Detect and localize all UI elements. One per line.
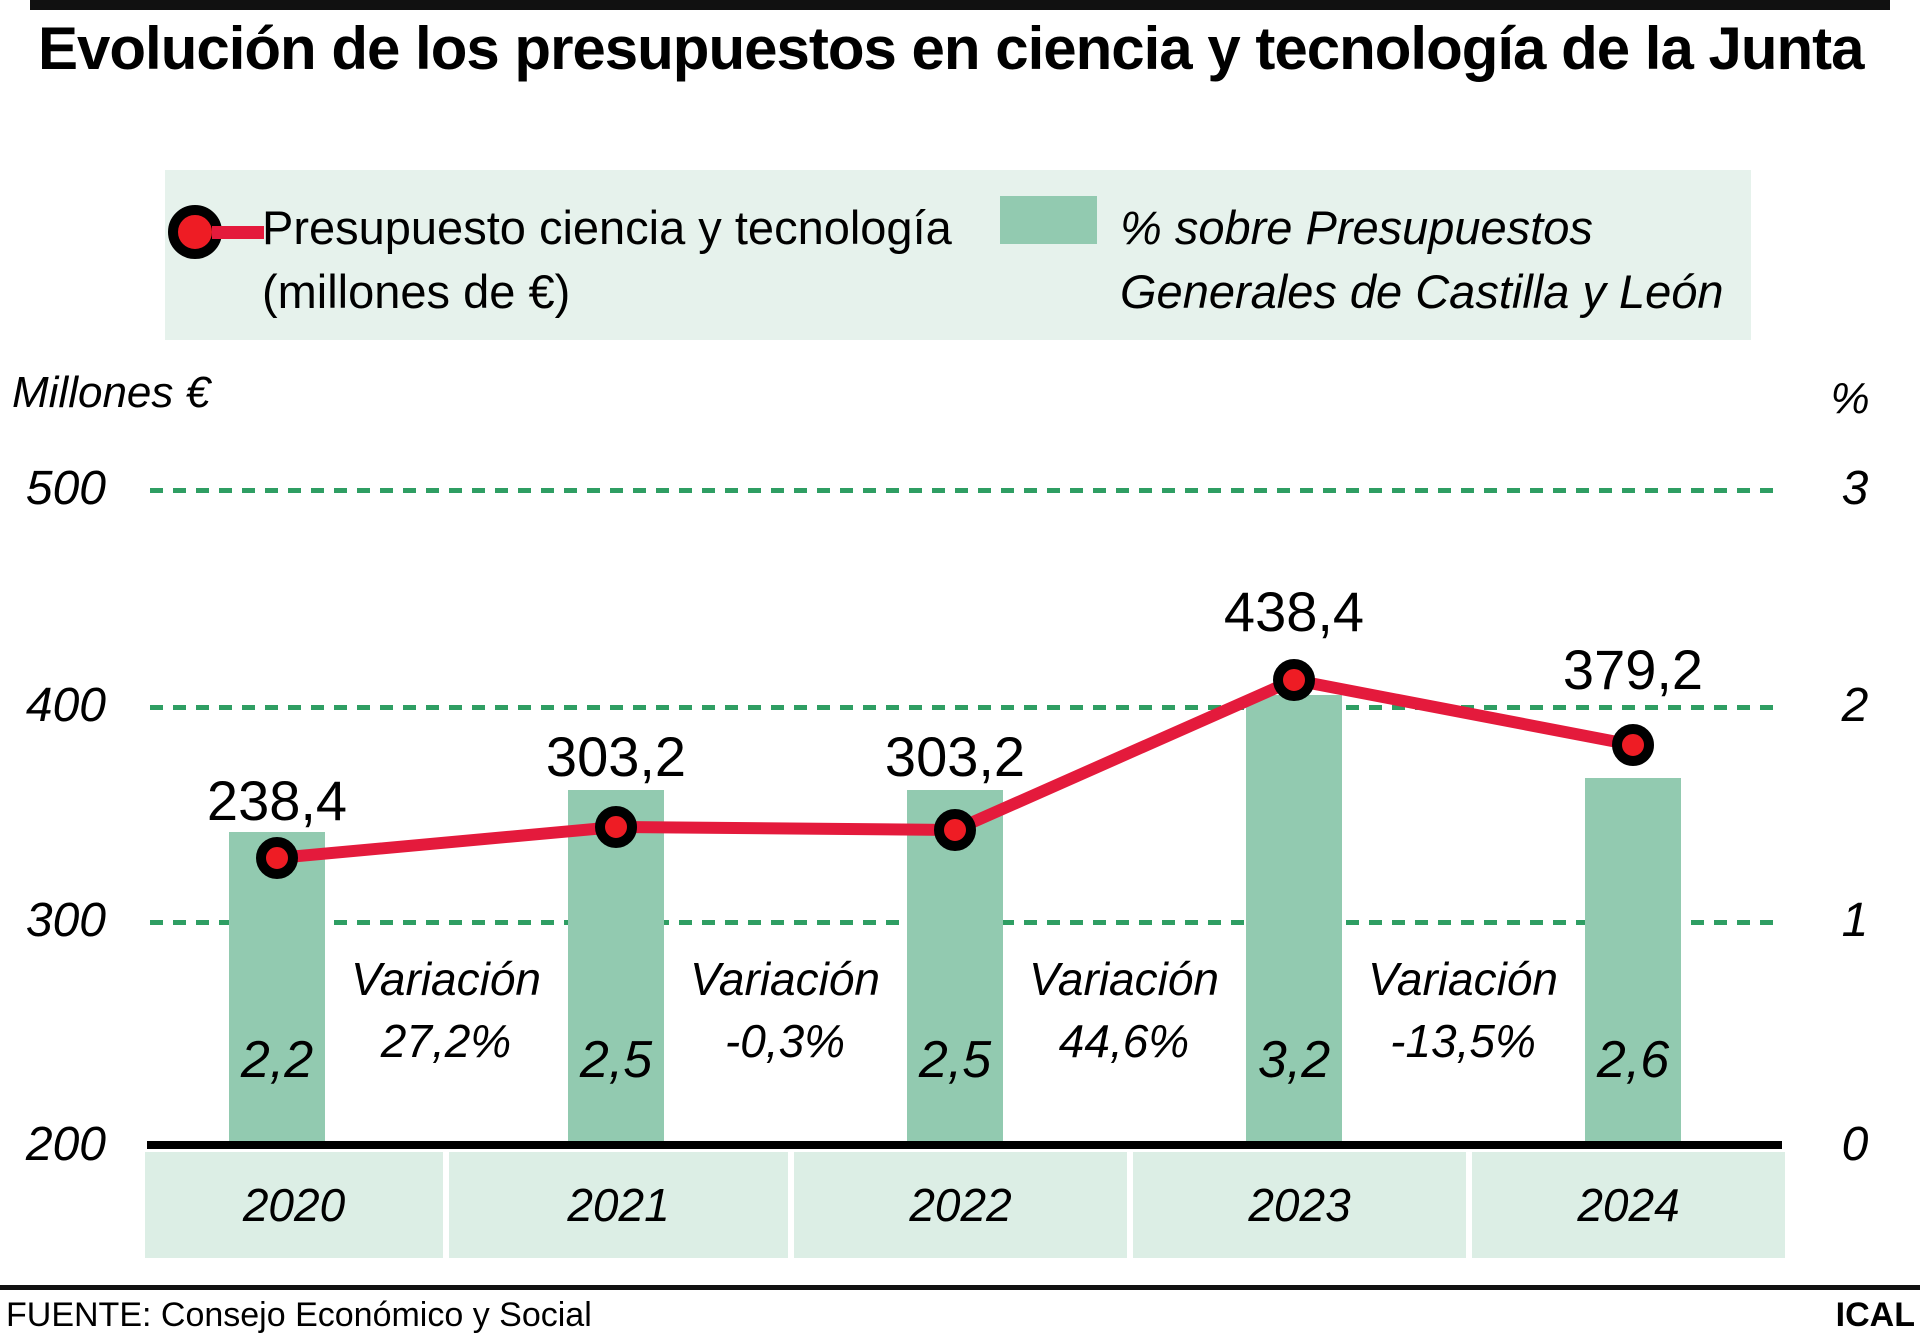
pct-label-2024: 2,6 [1596, 1031, 1670, 1089]
bar-2020 [229, 832, 325, 1144]
year-cell-2020: 2020 [145, 1152, 443, 1258]
variation-word: Variación [689, 953, 881, 1005]
line-series-marker-stub [212, 226, 264, 239]
left-tick-300: 300 [25, 894, 106, 947]
right-tick-2: 2 [1841, 679, 1869, 732]
left-tick-500: 500 [25, 462, 106, 515]
footer-rule [0, 1285, 1920, 1290]
value-label-2023: 438,4 [1223, 580, 1365, 643]
legend-label-percentage: % sobre Presupuestos Generales de Castil… [1120, 196, 1724, 324]
gridline-400-2 [150, 705, 1778, 710]
data-point-2024 [1612, 724, 1654, 766]
right-tick-1: 1 [1841, 894, 1869, 947]
data-point-2023 [1273, 659, 1315, 701]
right-axis-title: % [1830, 374, 1870, 423]
right-tick-3: 3 [1841, 462, 1869, 515]
right-tick-0: 0 [1841, 1118, 1869, 1171]
variation-2020-2021: Variación 27,2% [286, 948, 606, 1072]
variation-value: -0,3% [724, 1015, 846, 1067]
pct-label-2023: 3,2 [1257, 1031, 1331, 1089]
variation-word: Variación [350, 953, 542, 1005]
year-cell-2021: 2021 [449, 1152, 788, 1258]
bar-series-swatch-icon [1000, 196, 1097, 244]
variation-2021-2022: Variación -0,3% [625, 948, 945, 1072]
variation-value: 27,2% [380, 1015, 512, 1067]
source-note: FUENTE: Consejo Económico y Social [6, 1296, 592, 1334]
value-label-2022: 303,2 [884, 725, 1026, 788]
variation-2022-2023: Variación 44,6% [964, 948, 1284, 1072]
left-tick-400: 400 [25, 679, 106, 732]
year-cell-2023: 2023 [1133, 1152, 1466, 1258]
page-title: Evolución de los presupuestos en ciencia… [38, 15, 1865, 82]
legend [165, 170, 1751, 340]
value-label-2021: 303,2 [545, 725, 687, 788]
left-tick-200: 200 [25, 1118, 106, 1171]
legend-label-budget-line2: (millones de €) [262, 265, 571, 318]
left-axis-title: Millones € [12, 368, 211, 417]
legend-label-percentage-line2: Generales de Castilla y León [1120, 265, 1724, 318]
x-axis-line [147, 1141, 1782, 1149]
variation-word: Variación [1367, 953, 1559, 1005]
gridline-500-3 [150, 488, 1778, 493]
pct-label-2022: 2,5 [918, 1031, 992, 1089]
top-rule [30, 0, 1890, 10]
legend-label-percentage-line1: % sobre Presupuestos [1120, 201, 1593, 254]
agency-credit: ICAL [1835, 1296, 1915, 1334]
variation-value: -13,5% [1390, 1015, 1536, 1067]
value-label-2020: 238,4 [206, 769, 348, 832]
pct-label-2021: 2,5 [579, 1031, 653, 1089]
year-cell-2022: 2022 [794, 1152, 1127, 1258]
variation-word: Variación [1028, 953, 1220, 1005]
legend-label-budget-line1: Presupuesto ciencia y tecnología [262, 201, 952, 254]
variation-value: 44,6% [1058, 1015, 1190, 1067]
pct-label-2020: 2,2 [240, 1031, 314, 1089]
year-cell-2024: 2024 [1472, 1152, 1785, 1258]
variation-2023-2024: Variación -13,5% [1303, 948, 1623, 1072]
legend-label-budget: Presupuesto ciencia y tecnología (millon… [262, 196, 952, 324]
value-label-2024: 379,2 [1562, 638, 1704, 701]
